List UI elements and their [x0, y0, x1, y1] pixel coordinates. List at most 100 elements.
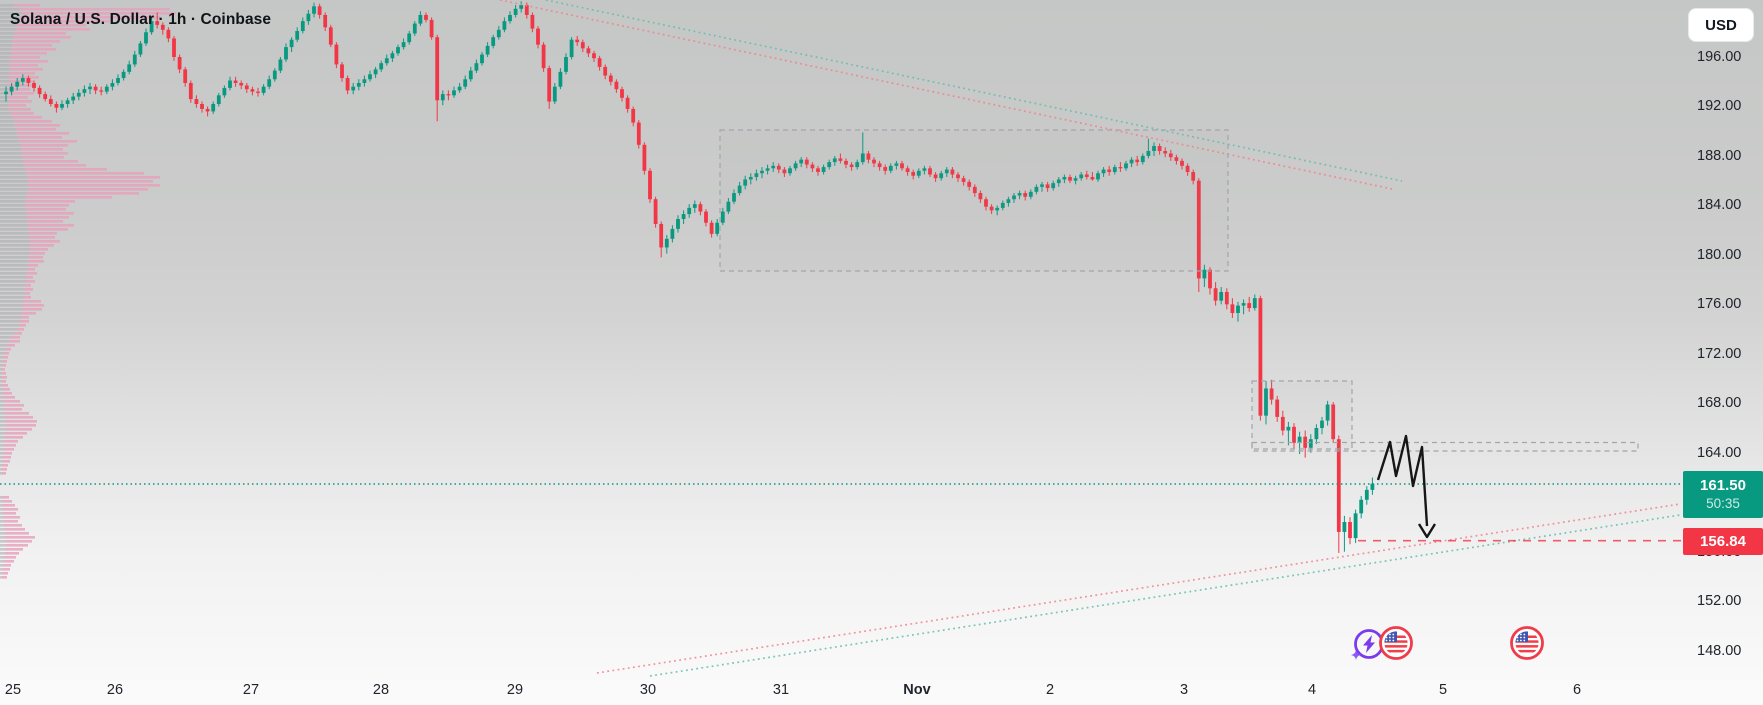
volume-profile-bar-gray [0, 80, 9, 83]
candle-body [1073, 178, 1078, 181]
candle-body [664, 238, 669, 248]
time-axis-label: 30 [639, 682, 657, 698]
candle-body [317, 6, 322, 15]
volume-profile-bar-gray [0, 20, 18, 23]
volume-profile-bar-pink [3, 360, 7, 363]
candle-body [592, 53, 596, 59]
volume-profile-bar-pink [10, 56, 40, 59]
volume-profile-bar-gray [0, 336, 11, 339]
time-axis-label: 5 [1438, 682, 1448, 698]
volume-profile-bar-gray [0, 464, 2, 467]
candle-body [328, 27, 333, 45]
candle-body [1359, 499, 1364, 514]
candle-body [200, 103, 204, 109]
volume-profile-bar-pink [29, 232, 57, 235]
candle-body [692, 204, 697, 208]
trendline-teal[interactable] [649, 514, 1681, 677]
volume-profile-bar-gray [0, 64, 10, 67]
trendline-teal[interactable] [545, 0, 1403, 182]
candle-body [1124, 163, 1128, 169]
candle-body [569, 39, 574, 57]
price-axis-label: 188.00 [1697, 147, 1742, 164]
volume-profile-bar-pink [16, 24, 86, 27]
volume-profile-bar-pink [22, 312, 36, 315]
trendline-red[interactable] [596, 503, 1681, 674]
candle-body [676, 219, 680, 229]
volume-profile-bar-gray [0, 208, 26, 211]
volume-profile-bar-gray [0, 448, 4, 451]
volume-profile-bar-pink [28, 228, 68, 231]
candle-body [412, 23, 417, 34]
price-axis-label: 192.00 [1697, 98, 1742, 115]
us-flag-icon[interactable] [1379, 626, 1413, 660]
candle-body [586, 48, 591, 54]
volume-profile-bar-gray [0, 8, 20, 11]
candle-body [312, 6, 316, 14]
volume-profile-bar-gray [0, 84, 8, 87]
volume-profile-bar-pink [21, 316, 29, 319]
volume-profile-bar-pink [12, 116, 42, 119]
volume-profile-bar-pink [3, 568, 10, 571]
candle-body [368, 74, 372, 80]
volume-profile-bar-gray [0, 424, 6, 427]
candle-body [26, 78, 31, 83]
candle-body [1023, 193, 1028, 197]
volume-profile-bar-gray [0, 520, 4, 523]
candle-body [1219, 291, 1224, 301]
volume-profile-bar-gray [0, 552, 5, 555]
candle-body [1101, 169, 1106, 174]
bar-countdown: 50:35 [1706, 496, 1740, 511]
trendline-red[interactable] [499, 0, 1393, 190]
volume-profile-bar-pink [14, 32, 66, 35]
lightning-icon[interactable] [1351, 629, 1384, 661]
price-axis-label: 148.00 [1697, 642, 1742, 659]
candle-body [524, 5, 529, 15]
candle-body [950, 169, 955, 175]
volume-profile-bar-pink [2, 500, 12, 503]
projection-zigzag-arrow[interactable] [1376, 434, 1429, 527]
consolidation-box-drawing[interactable] [719, 129, 1229, 272]
candle-body [250, 89, 255, 92]
candle-body [496, 29, 501, 38]
volume-profile-bar-pink [18, 20, 110, 23]
supply-band-drawing[interactable] [1251, 441, 1639, 452]
currency-toggle-label: USD [1705, 16, 1737, 34]
candle-body [15, 81, 20, 87]
volume-profile-bar-pink [25, 168, 107, 171]
volume-profile-bar-gray [0, 564, 3, 567]
candle-body [995, 207, 1000, 211]
volume-profile-bar-pink [23, 304, 44, 307]
volume-profile-bar-pink [8, 84, 36, 87]
candle-body [284, 47, 288, 60]
volume-profile-bar-gray [0, 36, 13, 39]
volume-profile-bar-gray [0, 128, 16, 131]
volume-profile-bar-pink [5, 532, 29, 535]
symbol-title[interactable]: Solana / U.S. Dollar · 1h · Coinbase [10, 11, 272, 28]
volume-profile-bar-gray [0, 312, 22, 315]
volume-profile-bar-pink [27, 272, 37, 275]
volume-profile-bar-gray [0, 296, 24, 299]
volume-profile-bar-gray [0, 292, 24, 295]
candle-body [177, 57, 182, 70]
candle-body [43, 94, 48, 100]
candle-body [1012, 195, 1016, 200]
volume-profile-bar-gray [0, 304, 23, 307]
volume-profile-bar-pink [5, 528, 25, 531]
projection-arrowhead [1417, 523, 1437, 539]
volume-profile-bar-gray [0, 40, 12, 43]
candle-body [704, 211, 708, 223]
currency-toggle-button[interactable]: USD [1688, 8, 1754, 42]
breakdown-box-drawing[interactable] [1251, 380, 1353, 450]
volume-profile-bar-gray [0, 104, 8, 107]
time-axis-label: 2 [1045, 682, 1055, 698]
candle-body [659, 223, 664, 248]
volume-profile-bar-pink [2, 464, 8, 467]
volume-profile-bar-gray [0, 372, 2, 375]
volume-profile-bar-pink [27, 268, 35, 271]
us-flag-icon[interactable] [1510, 626, 1544, 660]
volume-profile-bar-pink [9, 108, 31, 111]
candle-body [233, 80, 238, 83]
time-axis-label: Nov [903, 682, 931, 698]
volume-profile-bar-pink [9, 72, 35, 75]
